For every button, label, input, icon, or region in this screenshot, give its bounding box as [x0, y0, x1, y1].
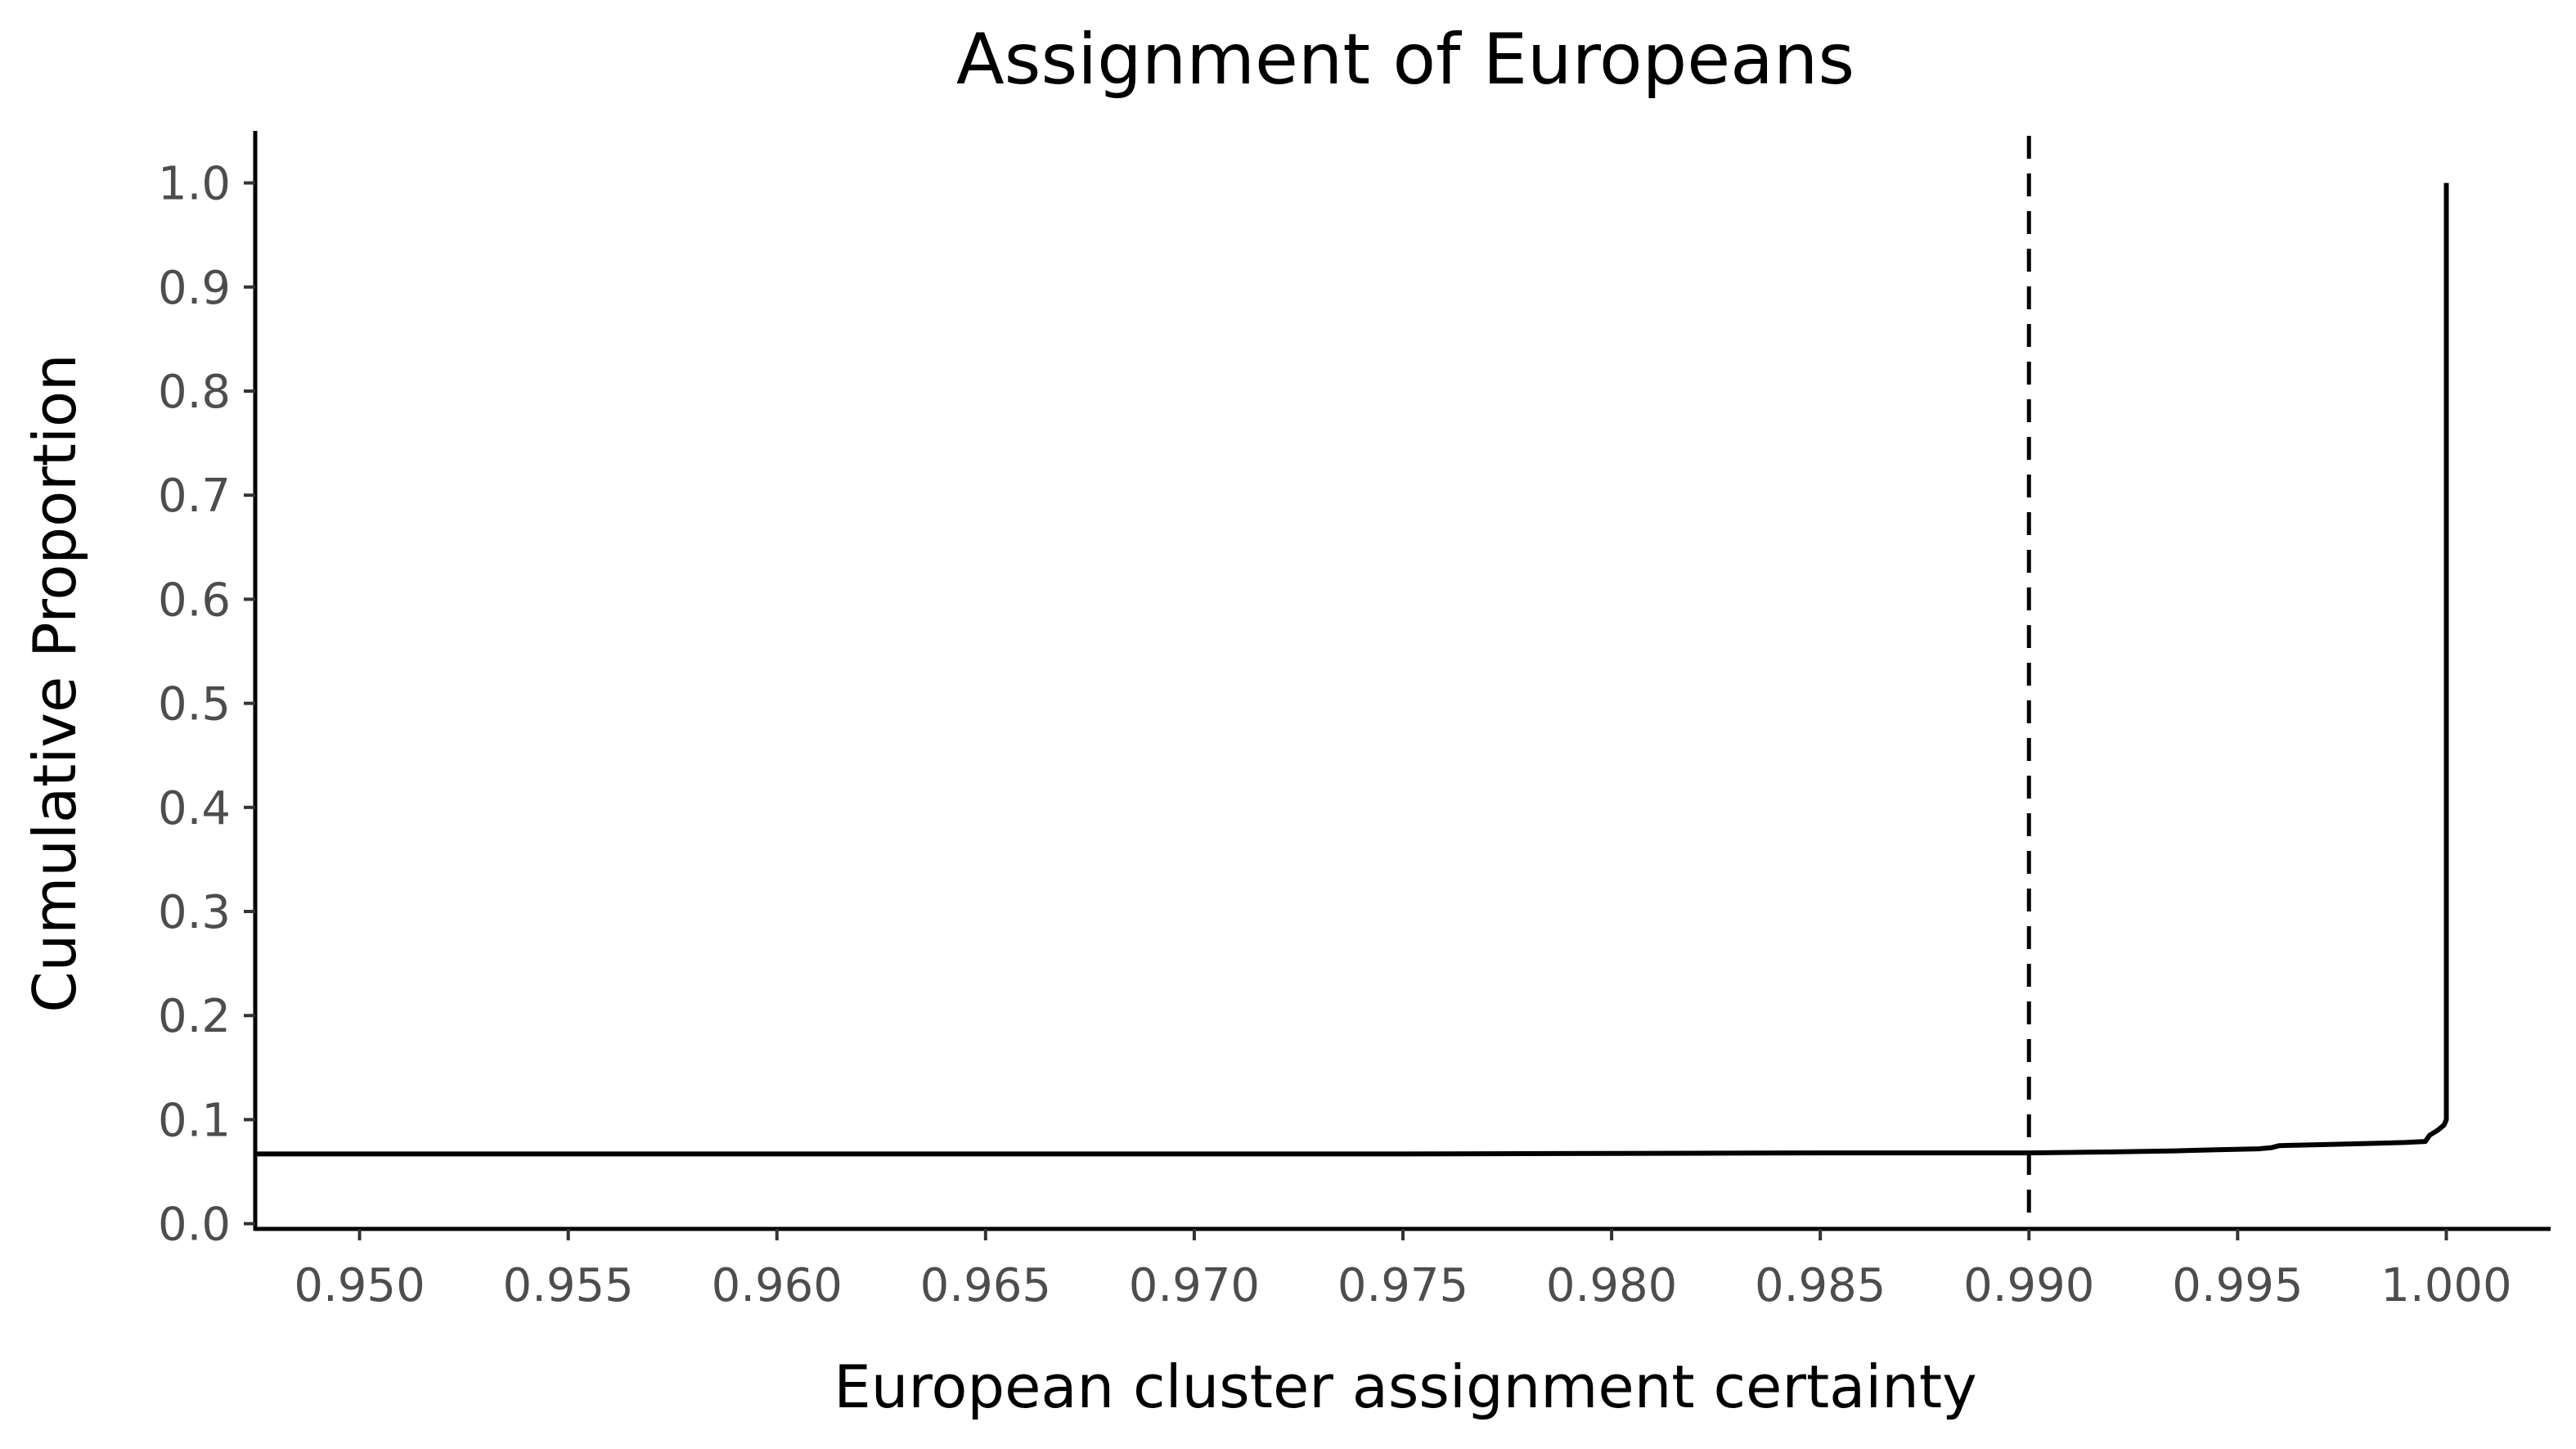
x-tick-label: 0.960 — [712, 1259, 843, 1312]
x-tick-label: 0.985 — [1755, 1259, 1886, 1312]
y-tick-label: 0.1 — [158, 1094, 231, 1147]
x-tick-label: 0.955 — [502, 1259, 633, 1312]
y-tick-label: 0.9 — [158, 262, 231, 315]
chart-title: Assignment of Europeans — [956, 19, 1854, 101]
plot-area: 0.950 0.955 0.960 0.965 0.970 0.975 0.980 0.985… — [158, 131, 2551, 1312]
y-tick-label: 0.8 — [158, 366, 231, 419]
x-tick-label: 0.965 — [920, 1259, 1051, 1312]
x-tick-label: 1.000 — [2380, 1259, 2511, 1312]
y-tick-label: 0.4 — [158, 782, 231, 835]
x-tick-label: 0.975 — [1337, 1259, 1468, 1312]
y-tick-label: 0.7 — [158, 470, 231, 523]
x-tick-label: 0.980 — [1546, 1259, 1677, 1312]
y-tick-label: 1.0 — [158, 158, 231, 211]
x-tick-label: 0.995 — [2172, 1259, 2303, 1312]
y-tick-label: 0.2 — [158, 990, 231, 1043]
y-tick-label: 0.0 — [158, 1199, 231, 1252]
x-tick-label: 0.950 — [294, 1259, 425, 1312]
y-tick-label: 0.6 — [158, 574, 231, 627]
series-line — [255, 182, 2449, 1157]
x-tick-label: 0.970 — [1129, 1259, 1260, 1312]
y-tick-label: 0.3 — [158, 886, 231, 939]
x-tick-label: 0.990 — [1963, 1259, 2094, 1312]
y-axis-label: Cumulative Proportion — [20, 353, 89, 1012]
x-axis-label: European cluster assignment certainty — [834, 1352, 1977, 1421]
y-tick-label: 0.5 — [158, 678, 231, 731]
